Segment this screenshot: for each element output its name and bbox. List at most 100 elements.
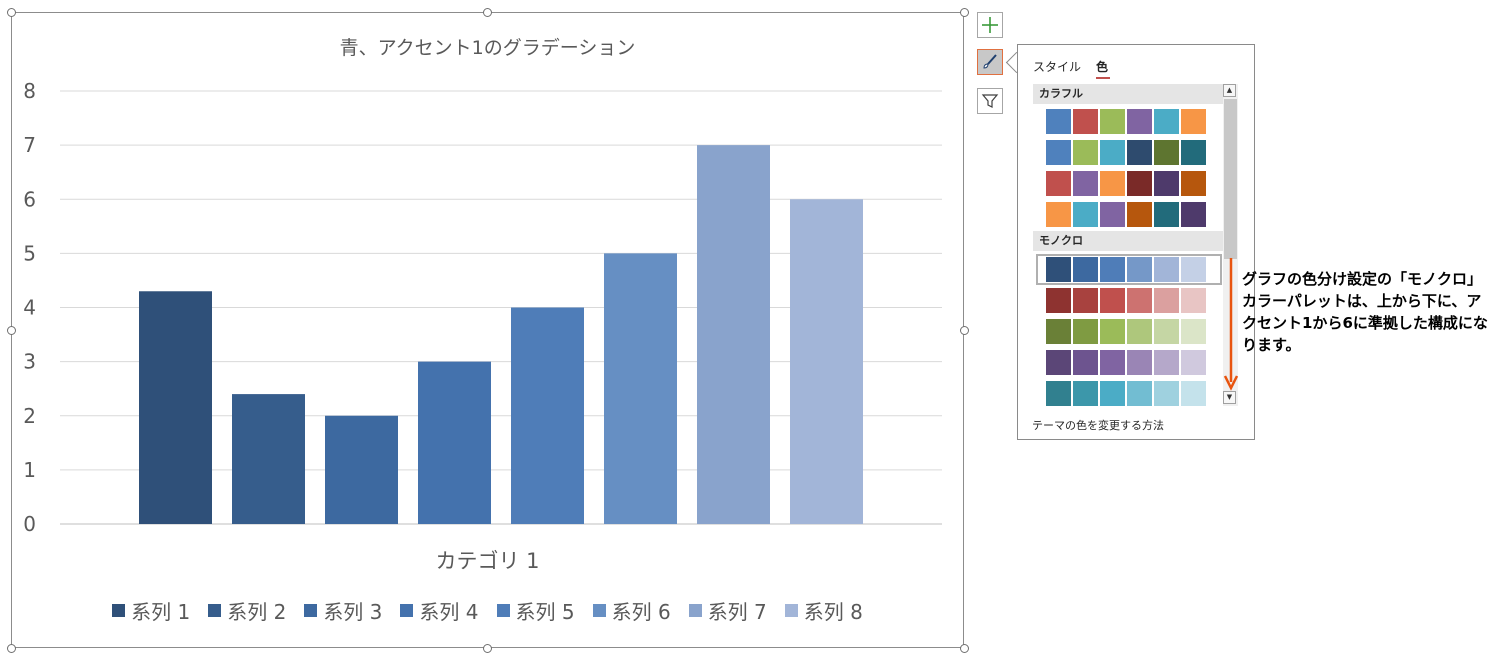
selected-palette-highlight bbox=[1036, 254, 1222, 285]
legend-swatch bbox=[688, 604, 702, 617]
legend-item[interactable]: 系列 3 bbox=[304, 596, 382, 625]
color-swatch bbox=[1073, 257, 1098, 282]
bar-series-1[interactable] bbox=[139, 291, 212, 524]
palette-row[interactable] bbox=[1046, 381, 1206, 406]
color-swatch bbox=[1046, 140, 1071, 165]
color-swatch bbox=[1127, 257, 1152, 282]
legend-item[interactable]: 系列 8 bbox=[784, 596, 863, 625]
color-swatch bbox=[1100, 109, 1125, 134]
color-swatch bbox=[1073, 319, 1098, 344]
palette-row[interactable] bbox=[1046, 319, 1206, 344]
legend-label: 系列 4 bbox=[419, 600, 479, 624]
chart-filters-button[interactable] bbox=[977, 88, 1003, 114]
palette-scrollbar[interactable]: ▲ ▼ bbox=[1223, 84, 1238, 406]
resize-handle-bottom-right[interactable] bbox=[960, 644, 969, 653]
color-swatch bbox=[1046, 109, 1071, 134]
legend-item[interactable]: 系列 6 bbox=[592, 596, 671, 625]
color-swatch bbox=[1127, 140, 1152, 165]
x-axis-label[interactable]: カテゴリ 1 bbox=[435, 549, 540, 573]
section-header-colorful: カラフル bbox=[1033, 84, 1225, 104]
color-swatch bbox=[1154, 171, 1179, 196]
change-theme-colors-link[interactable]: テーマの色を変更する方法 bbox=[1032, 419, 1164, 432]
color-swatch bbox=[1073, 288, 1098, 313]
color-swatch bbox=[1073, 202, 1098, 227]
resize-handle-right[interactable] bbox=[960, 326, 969, 335]
palette-row[interactable] bbox=[1046, 257, 1206, 282]
y-tick-label: 3 bbox=[23, 350, 36, 374]
color-swatch bbox=[1073, 350, 1098, 375]
y-tick-label: 8 bbox=[23, 79, 36, 103]
legend-swatch bbox=[400, 604, 414, 617]
color-swatch bbox=[1100, 350, 1125, 375]
scroll-up-button[interactable]: ▲ bbox=[1223, 84, 1236, 97]
color-swatch bbox=[1181, 171, 1206, 196]
color-swatch bbox=[1154, 202, 1179, 227]
y-tick-label: 2 bbox=[23, 404, 36, 428]
palette-row[interactable] bbox=[1046, 140, 1206, 165]
palette-row[interactable] bbox=[1046, 288, 1206, 313]
resize-handle-top[interactable] bbox=[483, 8, 492, 17]
legend-swatch bbox=[592, 604, 606, 617]
chart-title[interactable]: 青、アクセント1のグラデーション bbox=[339, 37, 636, 59]
bar-series-8[interactable] bbox=[790, 199, 863, 524]
color-swatch bbox=[1046, 381, 1071, 406]
color-swatch bbox=[1181, 109, 1206, 134]
legend-item[interactable]: 系列 5 bbox=[496, 596, 575, 625]
legend-label: 系列 5 bbox=[515, 600, 575, 624]
bar-series-3[interactable] bbox=[325, 415, 398, 524]
color-swatch bbox=[1181, 202, 1206, 227]
scroll-down-button[interactable]: ▼ bbox=[1223, 391, 1236, 404]
bar-series-4[interactable] bbox=[418, 361, 491, 524]
color-swatch bbox=[1046, 350, 1071, 375]
legend-item[interactable]: 系列 4 bbox=[400, 596, 479, 625]
resize-handle-bottom-left[interactable] bbox=[7, 644, 16, 653]
legend-item[interactable]: 系列 2 bbox=[208, 596, 286, 625]
palette-row[interactable] bbox=[1046, 109, 1206, 134]
resize-handle-bottom[interactable] bbox=[483, 644, 492, 653]
bar-series-5[interactable] bbox=[511, 307, 584, 525]
color-swatch bbox=[1181, 257, 1206, 282]
bar-series-6[interactable] bbox=[604, 253, 677, 524]
tab-style[interactable]: スタイル bbox=[1033, 60, 1082, 74]
legend-label: 系列 6 bbox=[611, 600, 671, 624]
color-swatch bbox=[1154, 288, 1179, 313]
bar-series-7[interactable] bbox=[697, 145, 770, 524]
chart-style-panel: スタイル 色 カラフル モノクロ ▲ ▼ テーマの色を変更する方法 bbox=[1017, 44, 1255, 440]
color-swatch bbox=[1127, 171, 1152, 196]
chart-elements-button[interactable] bbox=[977, 12, 1003, 38]
brush-icon bbox=[983, 54, 997, 69]
bar-series-2[interactable] bbox=[232, 394, 305, 524]
color-swatch bbox=[1154, 350, 1179, 375]
color-swatch bbox=[1127, 381, 1152, 406]
tab-color[interactable]: 色 bbox=[1096, 60, 1109, 74]
y-tick-label: 7 bbox=[23, 133, 36, 157]
color-swatch bbox=[1181, 381, 1206, 406]
resize-handle-top-left[interactable] bbox=[7, 8, 16, 17]
color-swatch bbox=[1181, 140, 1206, 165]
legend-label: 系列 7 bbox=[707, 600, 767, 624]
y-tick-label: 6 bbox=[23, 187, 36, 211]
color-swatch bbox=[1046, 171, 1071, 196]
color-swatch bbox=[1127, 350, 1152, 375]
color-swatch bbox=[1100, 257, 1125, 282]
resize-handle-top-right[interactable] bbox=[960, 8, 969, 17]
color-swatch bbox=[1181, 350, 1206, 375]
chart-legend[interactable]: 系列 1 系列 2 系列 3 系列 4 系列 5 系列 6 系列 7 系列 8 bbox=[11, 596, 964, 625]
active-tab-indicator bbox=[1096, 77, 1110, 79]
palette-row[interactable] bbox=[1046, 202, 1206, 227]
color-swatch bbox=[1046, 288, 1071, 313]
legend-item[interactable]: 系列 7 bbox=[688, 596, 767, 625]
color-swatch bbox=[1100, 288, 1125, 313]
color-swatch bbox=[1154, 140, 1179, 165]
legend-item[interactable]: 系列 1 bbox=[112, 596, 190, 625]
scroll-thumb[interactable] bbox=[1224, 99, 1237, 259]
legend-swatch bbox=[784, 604, 798, 617]
down-arrow-icon bbox=[1223, 258, 1239, 391]
palette-row[interactable] bbox=[1046, 350, 1206, 375]
resize-handle-left[interactable] bbox=[7, 326, 16, 335]
y-tick-label: 5 bbox=[23, 241, 36, 265]
color-swatch bbox=[1046, 257, 1071, 282]
chart-styles-button[interactable] bbox=[977, 49, 1003, 75]
palette-row[interactable] bbox=[1046, 171, 1206, 196]
color-swatch bbox=[1073, 171, 1098, 196]
